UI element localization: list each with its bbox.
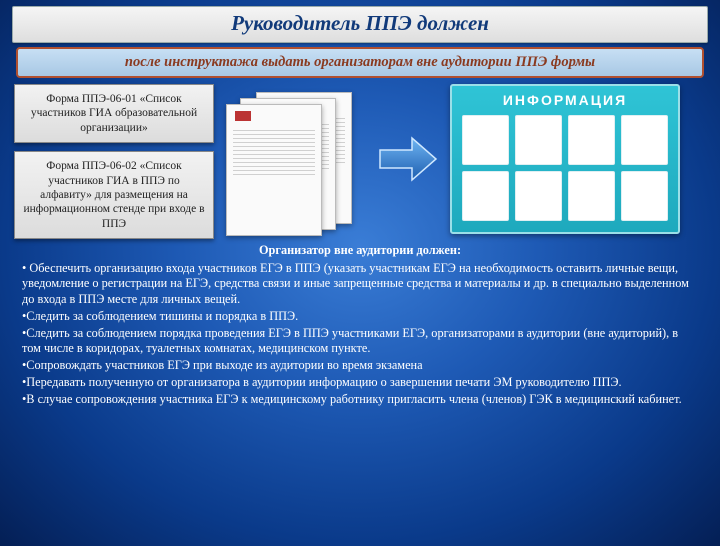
page-title: Руководитель ППЭ должен	[12, 6, 708, 43]
board-slot	[462, 171, 509, 221]
board-slot	[515, 171, 562, 221]
info-board-grid	[456, 113, 674, 225]
info-board-title: ИНФОРМАЦИЯ	[456, 90, 674, 113]
info-board: ИНФОРМАЦИЯ	[450, 84, 680, 234]
bullet-item: •Сопровождать участников ЕГЭ при выходе …	[22, 358, 698, 374]
document-stack	[226, 88, 366, 238]
form-box-1: Форма ППЭ-06-01 «Список участников ГИА о…	[14, 84, 214, 143]
bullet-item: •Передавать полученную от организатора в…	[22, 375, 698, 391]
bullet-item: •В случае сопровождения участника ЕГЭ к …	[22, 392, 698, 408]
section-heading: Организатор вне аудитории должен:	[22, 243, 698, 259]
subtitle: после инструктажа выдать организаторам в…	[16, 47, 704, 78]
bullet-item: • Обеспечить организацию входа участнико…	[22, 261, 698, 308]
bullet-item: •Следить за соблюдением порядка проведен…	[22, 326, 698, 357]
board-slot	[621, 171, 668, 221]
bullet-item: •Следить за соблюдением тишины и порядка…	[22, 309, 698, 325]
arrow-icon	[378, 84, 438, 234]
board-slot	[568, 171, 615, 221]
board-slot	[515, 115, 562, 165]
forms-column: Форма ППЭ-06-01 «Список участников ГИА о…	[14, 84, 214, 239]
content-row: Форма ППЭ-06-01 «Список участников ГИА о…	[0, 84, 720, 239]
board-slot	[568, 115, 615, 165]
form-box-2: Форма ППЭ-06-02 «Список участников ГИА в…	[14, 151, 214, 239]
board-slot	[621, 115, 668, 165]
body-text: Организатор вне аудитории должен: • Обес…	[0, 239, 720, 415]
board-slot	[462, 115, 509, 165]
